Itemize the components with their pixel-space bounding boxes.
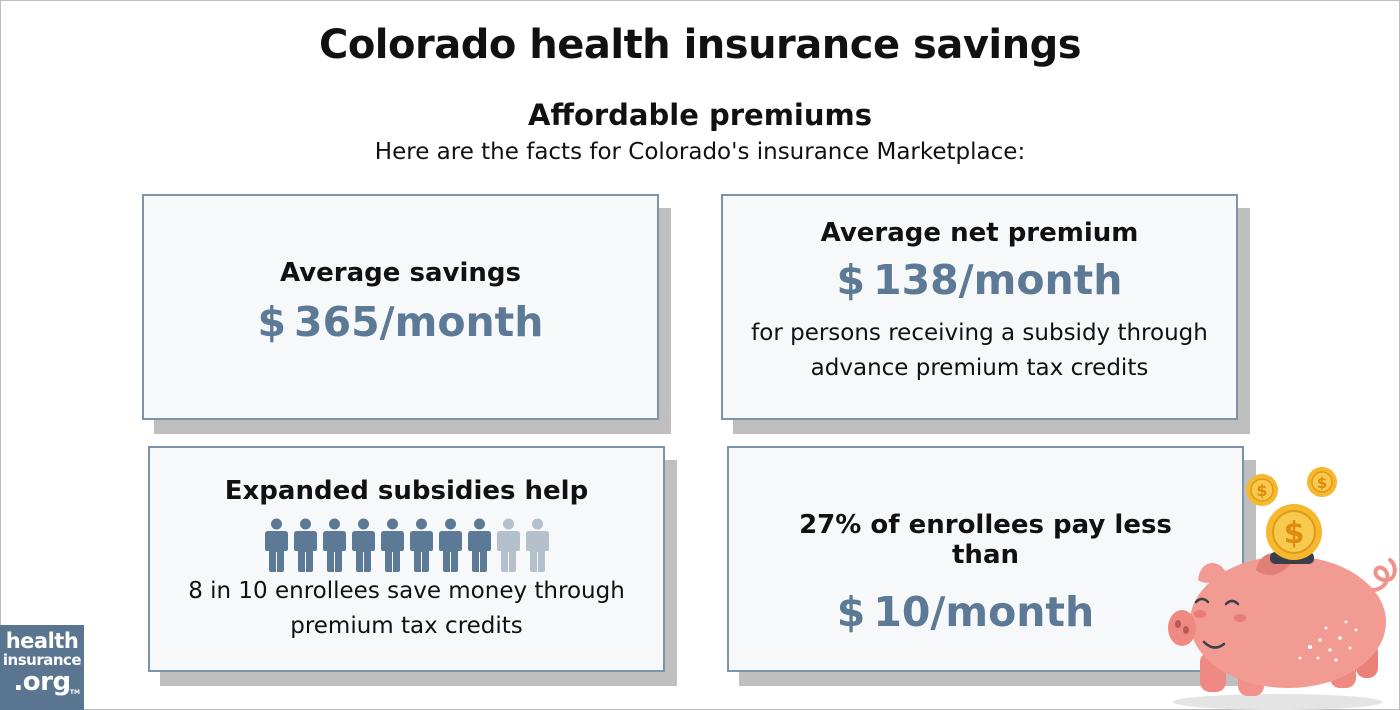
svg-text:$: $ (1317, 474, 1327, 492)
page-title: Colorado health insurance savings (318, 22, 1082, 68)
dollar-coin-icon: $ (1246, 474, 1278, 506)
eye (1194, 597, 1210, 604)
amount: 365/month (294, 298, 544, 346)
expanded-subsidies-card: Expanded subsidies help 8 in 10 enrollee… (148, 446, 665, 672)
nostril (1175, 620, 1181, 628)
dollar-coin-icon: $ (1266, 504, 1322, 560)
card-note: 8 in 10 enrollees save money through pre… (150, 574, 663, 644)
nostril (1183, 626, 1189, 634)
card-heading: Average savings (280, 258, 521, 288)
person-icon (380, 518, 404, 572)
logo-line: insurance (2, 651, 82, 669)
note-line: 8 in 10 enrollees save money through (188, 578, 625, 604)
note-line: for persons receiving a subsidy through (751, 320, 1208, 346)
body-dots (1298, 620, 1358, 662)
average-savings-card: Average savings $365/month (142, 194, 659, 420)
section-subtitle: Affordable premiums (528, 98, 872, 132)
low-premium-value: $10/month (729, 588, 1202, 636)
dollar-coin-icon: $ (1307, 467, 1337, 497)
tail (1370, 558, 1397, 592)
person-icon (409, 518, 433, 572)
piggy-bank-illustration: $ $ $ (1168, 467, 1397, 710)
currency-symbol: $ (836, 256, 866, 304)
card-heading: Average net premium (820, 218, 1139, 248)
average-net-premium-value: $138/month (723, 256, 1236, 304)
intro-text: Here are the facts for Colorado's insura… (374, 139, 1026, 165)
note-line: premium tax credits (290, 613, 523, 639)
shadow (1173, 694, 1383, 710)
amount: 10/month (873, 588, 1095, 636)
card-note: for persons receiving a subsidy through … (723, 316, 1236, 386)
currency-symbol: $ (836, 588, 866, 636)
person-icon (467, 518, 491, 572)
people-icon-row (150, 518, 663, 572)
smile (1202, 640, 1226, 649)
snout (1168, 610, 1196, 646)
trademark-mark: TM (69, 689, 80, 696)
person-icon (322, 518, 346, 572)
card-heading: Expanded subsidies help (224, 476, 589, 506)
note-line: advance premium tax credits (810, 355, 1149, 381)
person-icon (438, 518, 462, 572)
person-icon (496, 518, 520, 572)
person-icon (293, 518, 317, 572)
ear (1198, 562, 1226, 583)
healthinsurance-org-logo: health insurance .org TM (0, 625, 84, 710)
svg-text:$: $ (1256, 481, 1267, 500)
average-savings-value: $365/month (144, 298, 657, 346)
logo-line: health (5, 629, 79, 653)
average-net-premium-card: Average net premium $138/month for perso… (721, 194, 1238, 420)
svg-text:$: $ (1284, 516, 1305, 551)
amount: 138/month (873, 256, 1123, 304)
logo-line: .org (13, 667, 71, 697)
currency-symbol: $ (257, 298, 287, 346)
cheek (1234, 614, 1246, 622)
pig-body (1190, 556, 1386, 688)
person-icon (351, 518, 375, 572)
card-heading: 27% of enrollees pay less than (799, 510, 1172, 570)
person-icon (264, 518, 288, 572)
person-icon (525, 518, 549, 572)
cheek (1194, 610, 1206, 618)
eye (1224, 599, 1240, 606)
low-premium-card: 27% of enrollees pay less than $10/month (727, 446, 1244, 672)
